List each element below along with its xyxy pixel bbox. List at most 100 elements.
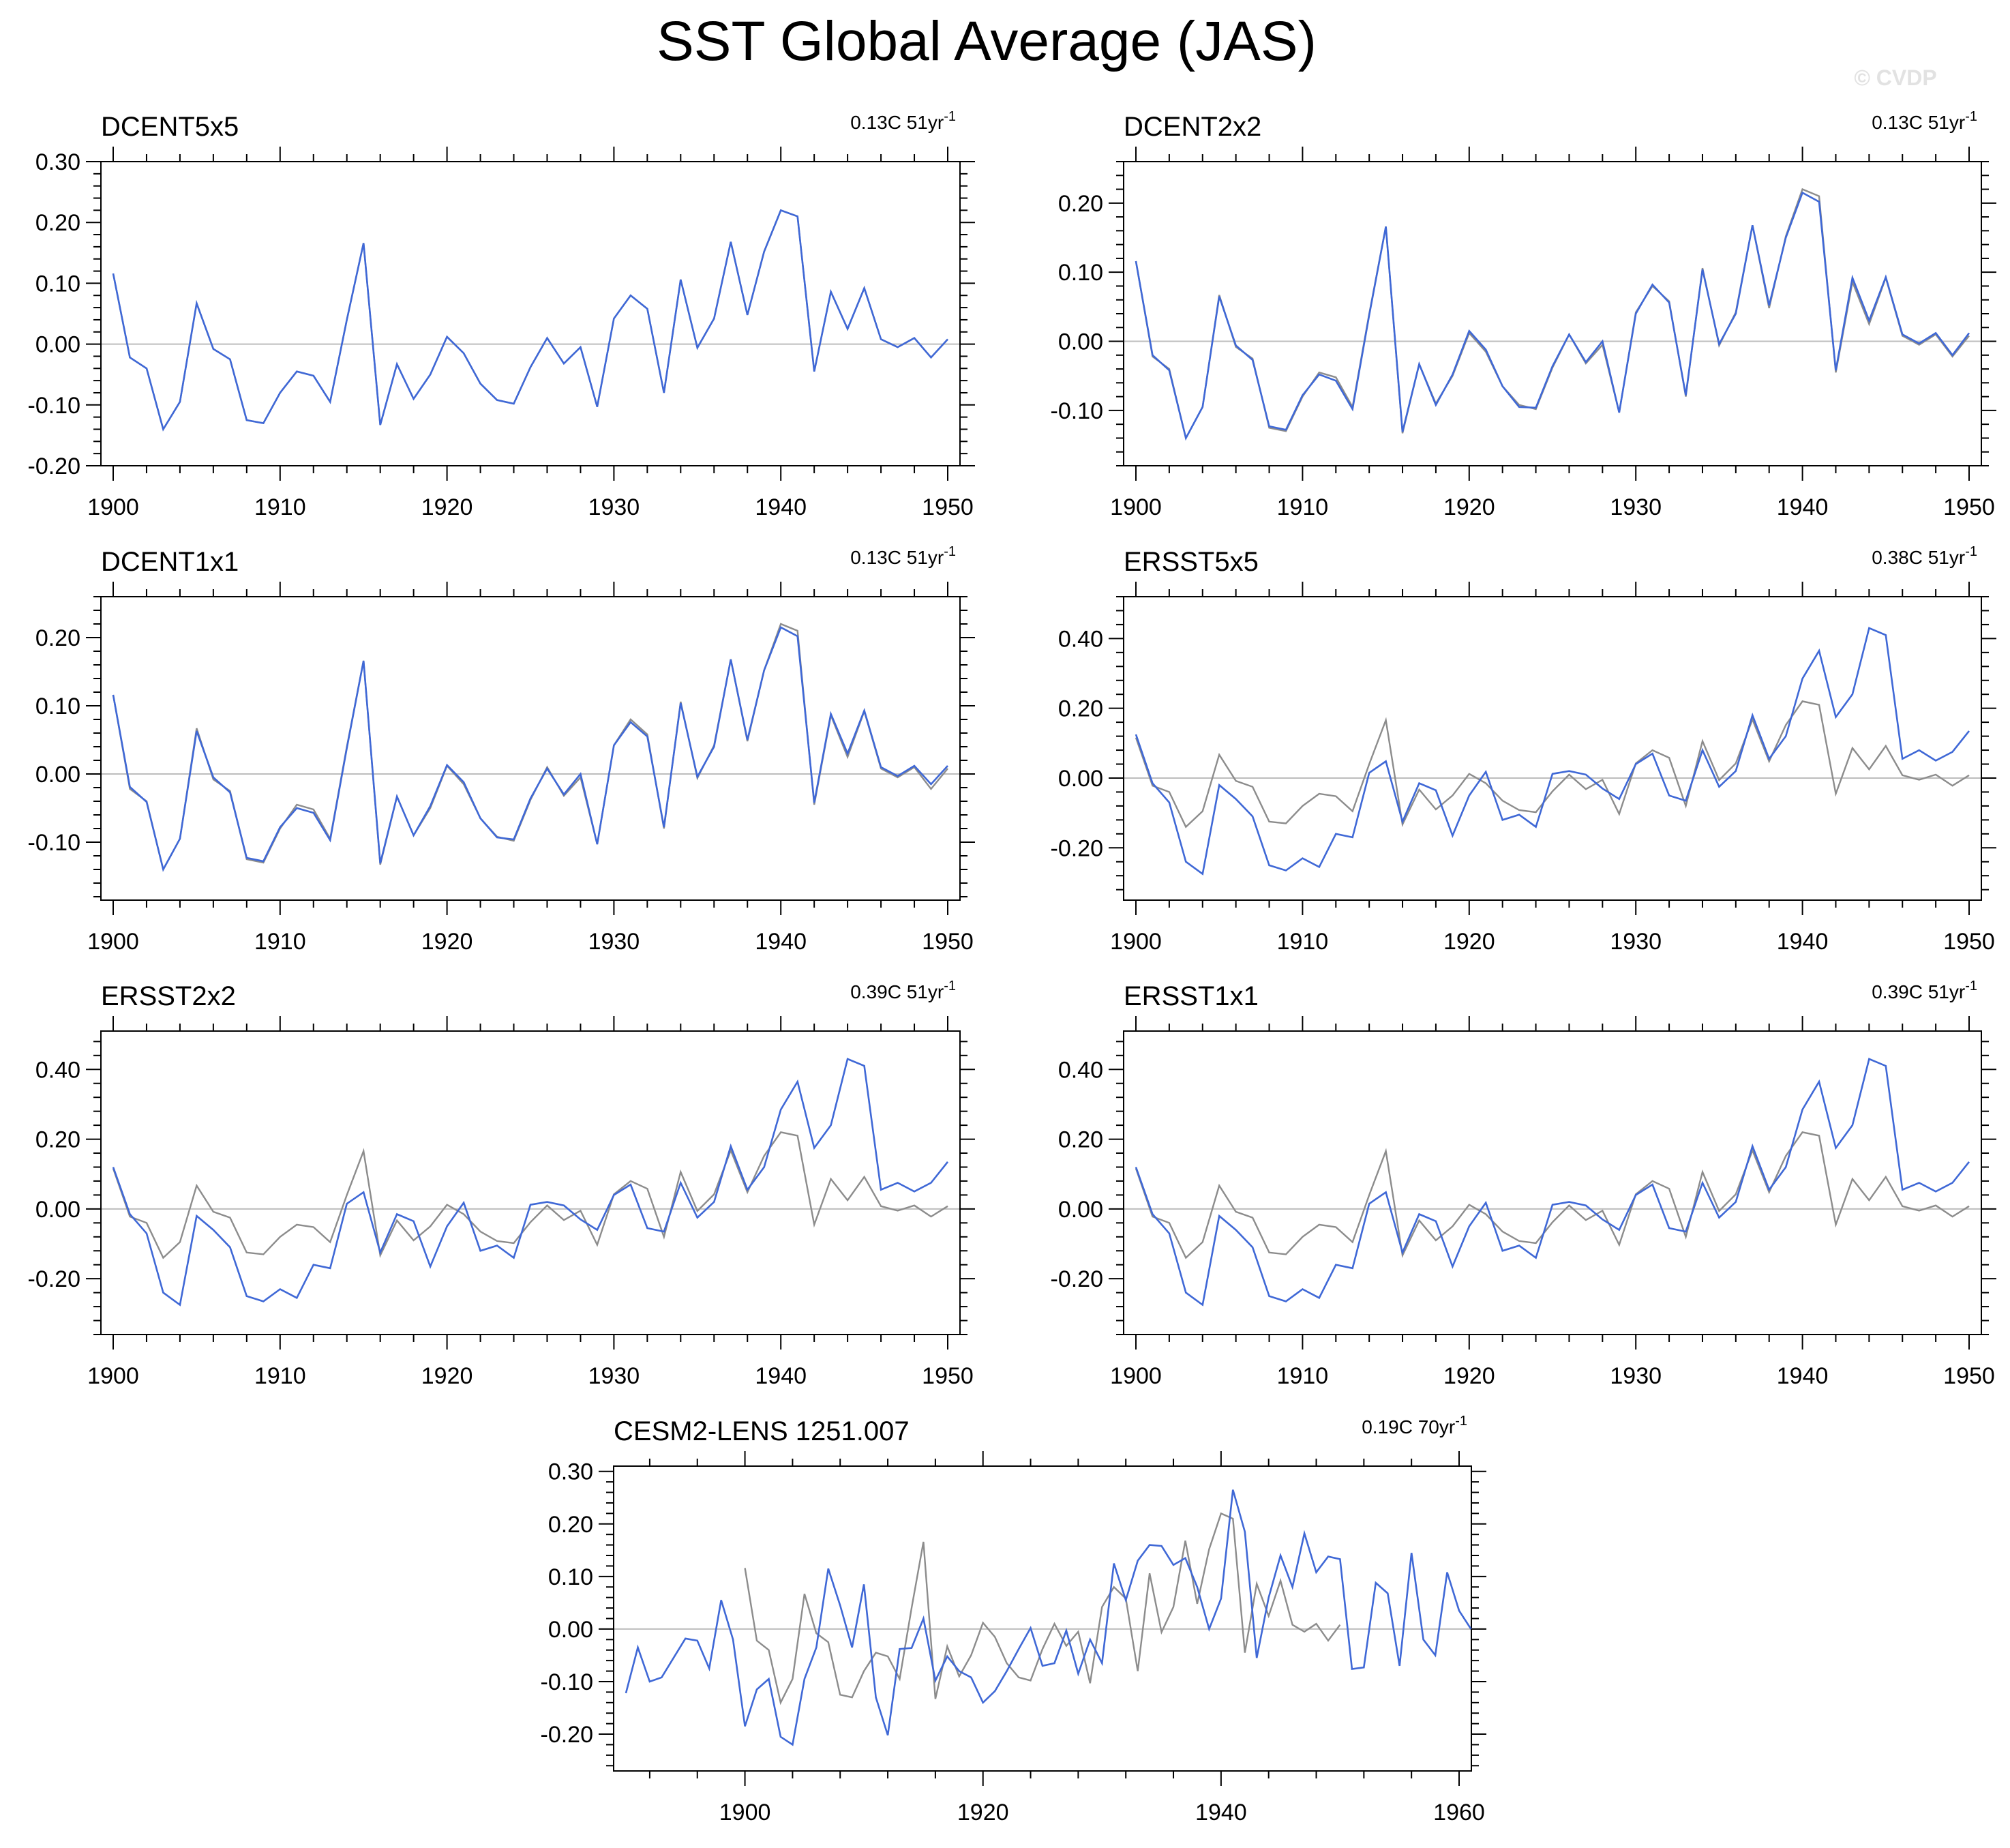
series-line-ersst5x5 xyxy=(1135,627,1970,876)
x-tick-label: 1950 xyxy=(1943,494,1995,520)
y-tick-label: 0.40 xyxy=(1058,626,1103,652)
x-tick-label: 1920 xyxy=(1443,1363,1495,1389)
x-tick-label: 1930 xyxy=(1610,494,1662,520)
y-tick-label: 0.20 xyxy=(1058,696,1103,722)
x-tick-label: 1900 xyxy=(1110,929,1162,955)
x-tick-label: 1940 xyxy=(755,494,807,520)
y-tick-label: 0.30 xyxy=(548,1459,593,1485)
series-line-ersst1x1 xyxy=(1135,1058,1970,1307)
panel-title: CESM2-LENS 1251.007 xyxy=(614,1416,910,1446)
y-tick-label: -0.20 xyxy=(1051,1266,1104,1292)
y-tick-label: 0.00 xyxy=(1058,1197,1103,1223)
y-tick-label: -0.10 xyxy=(28,393,81,419)
x-tick-label: 1900 xyxy=(87,494,139,520)
y-tick-label: 0.40 xyxy=(35,1057,80,1083)
y-tick-label: -0.10 xyxy=(541,1669,594,1695)
trend-label: 0.13C 51yr-1 xyxy=(850,109,956,133)
x-tick-label: 1910 xyxy=(254,494,306,520)
x-tick-label: 1940 xyxy=(1777,929,1829,955)
x-tick-label: 1910 xyxy=(254,1363,306,1389)
panel-title: DCENT2x2 xyxy=(1124,112,1261,142)
x-tick-label: 1920 xyxy=(421,494,473,520)
x-tick-label: 1910 xyxy=(1277,1363,1329,1389)
figure-title: SST Global Average (JAS) xyxy=(657,10,1317,72)
panel-title: ERSST2x2 xyxy=(101,981,236,1011)
y-tick-label: 0.00 xyxy=(1058,329,1103,355)
x-tick-label: 1920 xyxy=(957,1800,1009,1825)
plot-frame xyxy=(613,1465,1472,1772)
y-tick-label: 0.10 xyxy=(548,1564,593,1590)
x-tick-label: 1940 xyxy=(1777,1363,1829,1389)
panel-dcent1x1: -0.10 0.00 0.10 0.20 1900 1910 1920 1930 1940 195… xyxy=(28,544,975,955)
x-tick-label: 1940 xyxy=(1195,1800,1247,1825)
y-tick-label: 0.20 xyxy=(1058,191,1103,217)
x-tick-label: 1910 xyxy=(254,929,306,955)
x-tick-label: 1920 xyxy=(1443,929,1495,955)
reference-series-line xyxy=(1135,1131,1970,1260)
y-tick-label: 0.20 xyxy=(548,1512,593,1538)
panel-dcent5x5: -0.20 -0.10 0.00 0.10 0.20 0.30 1900 1910 1920 19… xyxy=(28,109,975,520)
reference-series-line xyxy=(112,623,948,872)
series-line-dcent2x2 xyxy=(1135,191,1970,441)
panel-title: ERSST1x1 xyxy=(1124,981,1259,1011)
trend-label: 0.39C 51yr-1 xyxy=(850,979,956,1002)
reference-series-line xyxy=(112,1131,948,1260)
x-tick-label: 1950 xyxy=(922,1363,974,1389)
x-tick-label: 1900 xyxy=(1110,494,1162,520)
x-tick-label: 1920 xyxy=(421,929,473,955)
x-tick-label: 1910 xyxy=(1277,494,1329,520)
x-tick-label: 1950 xyxy=(922,494,974,520)
y-tick-label: 0.20 xyxy=(35,1127,80,1153)
x-tick-label: 1900 xyxy=(719,1800,771,1825)
x-tick-label: 1930 xyxy=(588,929,640,955)
y-tick-label: 0.00 xyxy=(1058,766,1103,792)
panel-title: ERSST5x5 xyxy=(1124,547,1259,577)
panel-ersst5x5: -0.20 0.00 0.20 0.40 1900 1910 1920 1930 1940 195… xyxy=(1051,544,1996,955)
y-tick-label: 0.40 xyxy=(1058,1057,1103,1083)
plot-frame xyxy=(100,161,961,466)
panel-title: DCENT1x1 xyxy=(101,547,239,577)
y-tick-label: 0.20 xyxy=(35,210,80,236)
panel-ersst1x1: -0.20 0.00 0.20 0.40 1900 1910 1920 1930 1940 195… xyxy=(1051,979,1996,1389)
x-tick-label: 1950 xyxy=(1943,929,1995,955)
x-tick-label: 1940 xyxy=(755,929,807,955)
y-tick-label: -0.20 xyxy=(1051,835,1104,861)
panel-cesm2-lens-1251-007: -0.20 -0.10 0.00 0.10 0.20 0.30 1900 1920 1940 19… xyxy=(541,1414,1486,1825)
series-line-cesm2-lens-1251-007 xyxy=(625,1489,1472,1746)
panels: -0.20 -0.10 0.00 0.10 0.20 0.30 1900 1910 1920 19… xyxy=(28,109,1996,1825)
y-tick-label: 0.00 xyxy=(35,762,80,788)
y-tick-label: -0.10 xyxy=(28,830,81,856)
series-line-dcent1x1 xyxy=(112,626,948,872)
panel-dcent2x2: -0.10 0.00 0.10 0.20 1900 1910 1920 1930 1940 195… xyxy=(1051,109,1996,520)
y-tick-label: 0.30 xyxy=(35,149,80,175)
x-tick-label: 1940 xyxy=(1777,494,1829,520)
trend-label: 0.38C 51yr-1 xyxy=(1872,544,1977,568)
series-line-dcent5x5 xyxy=(112,209,948,432)
cvdp-watermark: © CVDP xyxy=(1854,65,1936,90)
x-tick-label: 1920 xyxy=(1443,494,1495,520)
y-tick-label: 0.10 xyxy=(35,694,80,719)
x-tick-label: 1950 xyxy=(1943,1363,1995,1389)
reference-series-line xyxy=(744,1512,1341,1705)
plot-frame xyxy=(1123,161,1982,466)
y-tick-label: 0.20 xyxy=(35,625,80,651)
x-tick-label: 1930 xyxy=(588,1363,640,1389)
y-tick-label: 0.10 xyxy=(1058,260,1103,286)
plot-frame xyxy=(100,596,961,901)
y-tick-label: 0.10 xyxy=(35,271,80,297)
panel-ersst2x2: -0.20 0.00 0.20 0.40 1900 1910 1920 1930 1940 195… xyxy=(28,979,975,1389)
trend-label: 0.19C 70yr-1 xyxy=(1362,1414,1467,1437)
panel-title: DCENT5x5 xyxy=(101,112,239,142)
y-tick-label: -0.20 xyxy=(541,1722,594,1748)
y-tick-label: 0.00 xyxy=(35,1197,80,1223)
y-tick-label: -0.10 xyxy=(1051,398,1104,424)
plot-frame xyxy=(100,1030,961,1335)
x-tick-label: 1910 xyxy=(1277,929,1329,955)
trend-label: 0.13C 51yr-1 xyxy=(1872,109,1977,133)
trend-label: 0.39C 51yr-1 xyxy=(1872,979,1977,1002)
reference-series-line xyxy=(112,209,948,432)
x-tick-label: 1930 xyxy=(1610,929,1662,955)
x-tick-label: 1930 xyxy=(588,494,640,520)
x-tick-label: 1940 xyxy=(755,1363,807,1389)
plot-frame xyxy=(1123,1030,1982,1335)
